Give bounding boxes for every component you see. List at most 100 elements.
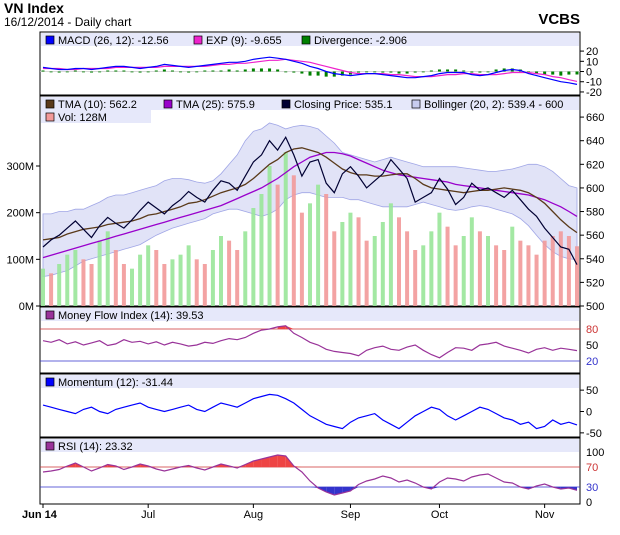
x-axis-label: Jun 14 bbox=[22, 509, 58, 521]
volume-bar bbox=[219, 236, 223, 306]
volume-bar bbox=[186, 245, 191, 306]
divergence-bar bbox=[203, 70, 207, 72]
mfi-legend-bg bbox=[41, 308, 579, 321]
macd-y-label: 0 bbox=[586, 67, 592, 79]
rsi-y-label: 100 bbox=[586, 447, 604, 459]
divergence-bar bbox=[413, 71, 417, 73]
volume-bar bbox=[494, 245, 499, 306]
divergence-bar bbox=[324, 71, 328, 77]
volume-bar bbox=[299, 212, 304, 306]
volume-bar bbox=[194, 259, 199, 306]
volume-bar bbox=[170, 259, 175, 306]
divergence-bar bbox=[389, 71, 393, 73]
mfi-swatch bbox=[45, 310, 55, 320]
volume-bar bbox=[81, 259, 86, 306]
x-axis-label: Nov bbox=[535, 509, 555, 521]
divergence-bar bbox=[65, 71, 69, 73]
divergence-bar bbox=[187, 71, 191, 73]
volume-bar bbox=[121, 264, 126, 306]
price-y-label: 660 bbox=[586, 112, 604, 124]
divergence-bar bbox=[41, 70, 45, 72]
macd-line bbox=[42, 56, 578, 85]
rsi-y-label: 70 bbox=[586, 462, 598, 474]
divergence-bar bbox=[219, 70, 223, 72]
divergence-bar bbox=[405, 71, 409, 74]
bollinger-swatch bbox=[411, 99, 421, 109]
volume-bar bbox=[105, 231, 110, 306]
divergence-bar bbox=[227, 69, 231, 72]
divergence-bar bbox=[340, 71, 344, 76]
mfi-y-label: 80 bbox=[586, 324, 598, 336]
x-axis-label: Oct bbox=[431, 509, 448, 521]
momentum-y-label: 0 bbox=[586, 407, 592, 419]
volume-bar bbox=[162, 264, 167, 306]
volume-bar bbox=[429, 231, 434, 306]
momentum-legend-bg bbox=[41, 375, 579, 388]
rsi-swatch bbox=[45, 441, 55, 451]
volume-bar bbox=[558, 231, 563, 306]
volume-bar bbox=[65, 254, 70, 306]
mfi-y-label: 20 bbox=[586, 356, 598, 368]
legend-label: RSI (14): 23.32 bbox=[58, 441, 133, 453]
price-y-label: 520 bbox=[586, 277, 604, 289]
volume-bar bbox=[178, 254, 183, 306]
rsi-y-label: 0 bbox=[586, 497, 592, 509]
volume-bar bbox=[372, 236, 377, 306]
divergence-bar bbox=[462, 70, 466, 72]
momentum-y-label: 50 bbox=[586, 385, 598, 397]
legend-label: Closing Price: 535.1 bbox=[294, 99, 392, 111]
volume-bar bbox=[413, 250, 418, 306]
rsi-overbought-fill bbox=[293, 466, 302, 467]
volume-bar bbox=[445, 226, 450, 306]
price-y-label: 540 bbox=[586, 254, 604, 266]
macd-y-label: 20 bbox=[586, 46, 598, 58]
divergence-bar bbox=[567, 71, 571, 75]
price-y-label: 640 bbox=[586, 136, 604, 148]
divergence-bar bbox=[195, 71, 199, 73]
volume-bar bbox=[291, 175, 296, 306]
divergence-bar bbox=[292, 71, 296, 73]
volume-bar bbox=[388, 203, 393, 306]
divergence-bar bbox=[57, 71, 61, 73]
macd-swatch bbox=[45, 35, 55, 45]
volume-bar bbox=[235, 250, 240, 306]
tma10-line bbox=[42, 147, 578, 241]
divergence-bar bbox=[478, 71, 482, 73]
rsi-oversold-fill bbox=[310, 487, 319, 488]
volume-bar bbox=[340, 222, 345, 306]
price-y-label: 560 bbox=[586, 230, 604, 242]
divergence-bar bbox=[381, 71, 385, 73]
volume-bar bbox=[49, 273, 54, 306]
legend-label: Money Flow Index (14): 39.53 bbox=[58, 310, 204, 322]
legend-label: TMA (25): 575.9 bbox=[176, 99, 255, 111]
divergence-bar bbox=[373, 71, 377, 73]
divergence-bar bbox=[138, 71, 142, 73]
divergence-bar bbox=[170, 70, 174, 72]
divergence-bar bbox=[146, 71, 150, 73]
divergence-bar bbox=[162, 69, 166, 72]
divergence-bar bbox=[397, 71, 401, 74]
volume-bar bbox=[397, 217, 401, 306]
volume-bar bbox=[267, 166, 272, 306]
chart-subtitle: 16/12/2014 - Daily chart bbox=[4, 15, 132, 29]
mfi-y-label: 50 bbox=[586, 340, 598, 352]
volume-bar bbox=[542, 240, 547, 306]
divergence-bar bbox=[429, 70, 433, 72]
momentum-swatch bbox=[45, 377, 55, 387]
rsi-line bbox=[42, 454, 578, 496]
volume-bar bbox=[332, 231, 337, 306]
volume-bar bbox=[437, 212, 442, 306]
divergence-bar bbox=[179, 71, 183, 73]
legend-label: Divergence: -2.906 bbox=[314, 35, 407, 47]
chart-title: VN Index bbox=[4, 0, 64, 16]
momentum-legend bbox=[41, 375, 579, 388]
divergence-bar bbox=[357, 71, 361, 73]
divergence-bar bbox=[559, 71, 563, 76]
volume-bar bbox=[510, 226, 515, 306]
volume-bar bbox=[469, 217, 474, 306]
divergence-bar bbox=[235, 70, 239, 72]
volume-bar bbox=[146, 245, 151, 306]
rsi-oversold-fill bbox=[326, 487, 335, 495]
divergence-bar bbox=[575, 71, 579, 75]
